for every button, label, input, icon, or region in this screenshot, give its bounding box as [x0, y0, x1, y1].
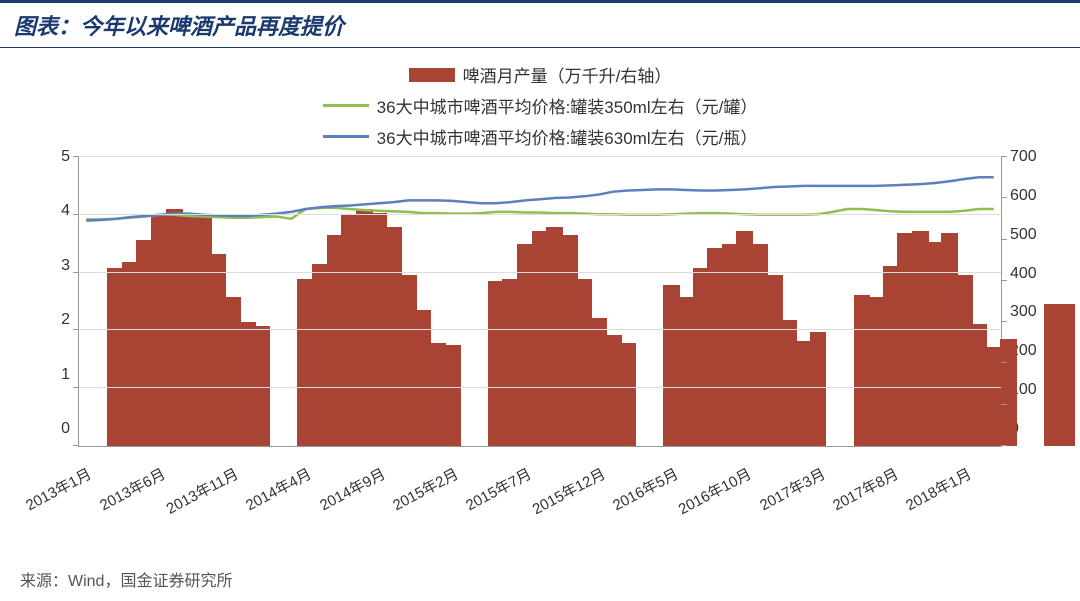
gridline: [79, 272, 1001, 273]
x-tick-label: 2018年1月: [902, 463, 975, 515]
gridline: [79, 156, 1001, 157]
plot-inner: [78, 157, 1002, 447]
y-left-tick: 5: [30, 148, 70, 166]
legend-label-blue: 36大中城市啤酒平均价格:罐装630ml左右（元/瓶）: [377, 124, 758, 149]
x-tick-label: 2013年1月: [22, 463, 95, 515]
plot-area: [78, 157, 1002, 447]
x-tick-label: 2017年3月: [755, 463, 828, 515]
legend: 啤酒月产量（万千升/右轴） 36大中城市啤酒平均价格:罐装350ml左右（元/罐…: [0, 62, 1080, 149]
y-right-tick: 400: [1010, 265, 1050, 283]
legend-swatch-bar: [409, 68, 455, 82]
x-tick-label: 2016年10月: [675, 463, 756, 519]
x-tick-label: 2014年9月: [315, 463, 388, 515]
x-tick-label: 2013年6月: [95, 463, 168, 515]
x-tick-label: 2014年4月: [242, 463, 315, 515]
legend-item-green: 36大中城市啤酒平均价格:罐装350ml左右（元/罐）: [0, 93, 1080, 118]
y-left-tick: 2: [30, 311, 70, 329]
legend-label-green: 36大中城市啤酒平均价格:罐装350ml左右（元/罐）: [377, 93, 758, 118]
gridline: [79, 214, 1001, 215]
x-axis-labels: 2013年1月2013年6月2013年11月2014年4月2014年9月2015…: [78, 463, 1002, 543]
chart-area: 543210 7006005004003002001000 2013年1月201…: [30, 157, 1050, 487]
x-tick-label: 2015年2月: [389, 463, 462, 515]
bar: [1000, 339, 1017, 446]
x-tick-label: 2013年11月: [162, 463, 242, 519]
x-tick-label: 2015年12月: [528, 463, 609, 519]
y-right-tick: 700: [1010, 148, 1050, 166]
source-text: 来源：Wind，国金证券研究所: [20, 567, 232, 591]
line-series: [79, 157, 1001, 446]
legend-label-bar: 啤酒月产量（万千升/右轴）: [463, 62, 672, 87]
gridline: [79, 329, 1001, 330]
x-tick-label: 2015年7月: [462, 463, 535, 515]
y-left-tick: 4: [30, 202, 70, 220]
y-axis-left: 543210: [30, 157, 70, 447]
y-right-tick: 500: [1010, 226, 1050, 244]
y-right-tick: 600: [1010, 187, 1050, 205]
y-left-tick: 1: [30, 366, 70, 384]
legend-item-bar: 啤酒月产量（万千升/右轴）: [0, 62, 1080, 87]
legend-swatch-green: [323, 104, 369, 107]
legend-item-blue: 36大中城市啤酒平均价格:罐装630ml左右（元/瓶）: [0, 124, 1080, 149]
legend-swatch-blue: [323, 135, 369, 138]
bar: [1058, 304, 1075, 446]
chart-title: 图表：今年以来啤酒产品再度提价: [0, 0, 1080, 48]
y-left-tick: 3: [30, 257, 70, 275]
x-tick-label: 2017年8月: [829, 463, 902, 515]
gridline: [79, 387, 1001, 388]
x-tick-label: 2016年5月: [609, 463, 682, 515]
y-left-tick: 0: [30, 420, 70, 438]
